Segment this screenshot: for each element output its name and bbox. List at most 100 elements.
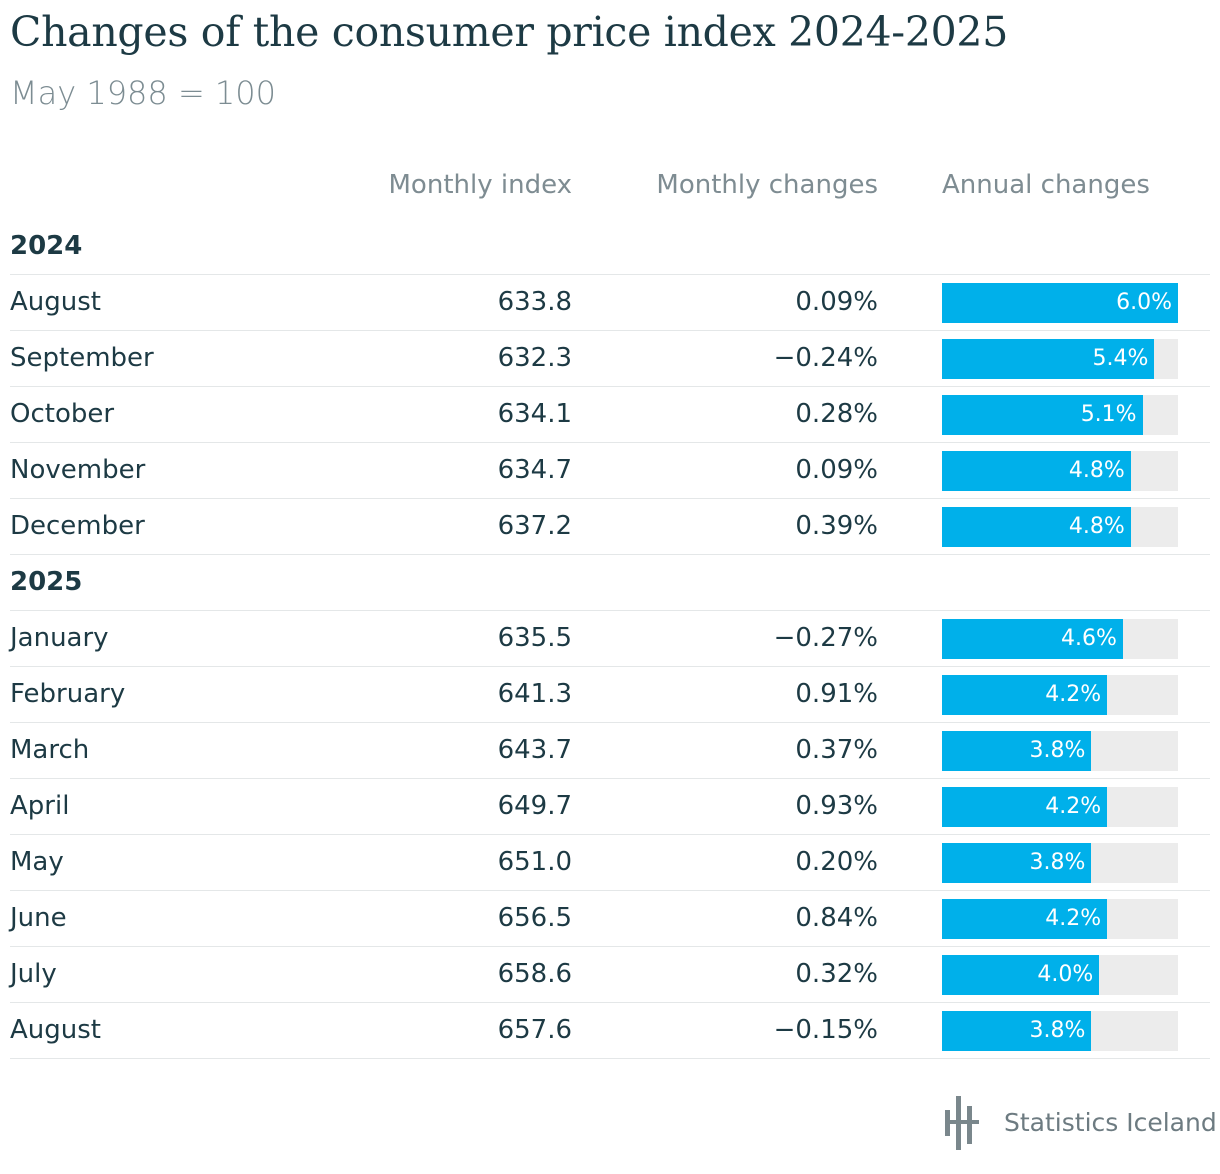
annual-change-track: 6.0% (942, 283, 1178, 323)
monthly-index-value: 634.1 (497, 399, 572, 429)
monthly-index-value: 658.6 (497, 959, 572, 989)
annual-change-bar: 4.0% (942, 955, 1100, 995)
annual-change-track: 4.6% (942, 619, 1178, 659)
table-row: October 634.1 0.28% 5.1% (10, 386, 1210, 443)
table-row: April 649.7 0.93% 4.2% (10, 778, 1210, 835)
annual-change-track: 4.8% (942, 507, 1178, 547)
month-label: April (10, 791, 70, 821)
month-label: September (10, 343, 154, 373)
brand-name: Statistics Iceland (1004, 1108, 1217, 1137)
annual-change-track: 3.8% (942, 843, 1178, 883)
annual-change-label: 5.4% (1092, 346, 1149, 371)
monthly-change-value: 0.93% (795, 791, 878, 821)
annual-change-track: 3.8% (942, 1011, 1178, 1051)
annual-change-bar: 4.2% (942, 787, 1108, 827)
annual-change-bar: 5.1% (942, 395, 1143, 435)
year-label: 2025 (10, 567, 83, 597)
month-label: November (10, 455, 146, 485)
annual-change-bar: 3.8% (942, 1011, 1092, 1051)
year-group-row: 2024 (10, 218, 1210, 275)
chart-title: Changes of the consumer price index 2024… (10, 8, 1008, 56)
month-label: June (10, 903, 67, 933)
monthly-change-value: 0.84% (795, 903, 878, 933)
table-row: March 643.7 0.37% 3.8% (10, 722, 1210, 779)
year-group-row: 2025 (10, 554, 1210, 611)
monthly-change-value: 0.37% (795, 735, 878, 765)
monthly-index-value: 649.7 (497, 791, 572, 821)
month-label: August (10, 1015, 101, 1045)
month-label: March (10, 735, 90, 765)
table-row: February 641.3 0.91% 4.2% (10, 666, 1210, 723)
monthly-change-value: −0.15% (773, 1015, 878, 1045)
annual-change-bar: 3.8% (942, 843, 1092, 883)
monthly-index-value: 657.6 (497, 1015, 572, 1045)
annual-change-bar: 4.8% (942, 451, 1131, 491)
statistics-iceland-logo-icon (945, 1096, 979, 1150)
annual-change-label: 3.8% (1029, 850, 1086, 875)
month-label: December (10, 511, 145, 541)
column-header-annual-changes: Annual changes (942, 170, 1150, 200)
annual-change-track: 4.2% (942, 899, 1178, 939)
table-row: November 634.7 0.09% 4.8% (10, 442, 1210, 499)
monthly-index-value: 651.0 (497, 847, 572, 877)
monthly-index-value: 632.3 (497, 343, 572, 373)
table-row: December 637.2 0.39% 4.8% (10, 498, 1210, 555)
monthly-index-value: 643.7 (497, 735, 572, 765)
annual-change-label: 3.8% (1029, 1018, 1086, 1043)
annual-change-track: 4.2% (942, 787, 1178, 827)
annual-change-track: 4.2% (942, 675, 1178, 715)
table-row: September 632.3 −0.24% 5.4% (10, 330, 1210, 387)
annual-change-bar: 4.2% (942, 899, 1108, 939)
table-row: June 656.5 0.84% 4.2% (10, 890, 1210, 947)
monthly-index-value: 656.5 (497, 903, 572, 933)
annual-change-bar: 4.2% (942, 675, 1108, 715)
monthly-change-value: 0.39% (795, 511, 878, 541)
annual-change-track: 5.4% (942, 339, 1178, 379)
annual-change-label: 5.1% (1080, 402, 1137, 427)
annual-change-label: 4.8% (1068, 514, 1125, 539)
annual-change-bar: 3.8% (942, 731, 1092, 771)
annual-change-track: 4.8% (942, 451, 1178, 491)
table-row: May 651.0 0.20% 3.8% (10, 834, 1210, 891)
annual-change-label: 4.2% (1045, 794, 1102, 819)
monthly-change-value: −0.24% (773, 343, 878, 373)
month-label: August (10, 287, 101, 317)
annual-change-label: 4.2% (1045, 682, 1102, 707)
annual-change-label: 4.8% (1068, 458, 1125, 483)
monthly-change-value: 0.09% (795, 455, 878, 485)
annual-change-track: 4.0% (942, 955, 1178, 995)
month-label: May (10, 847, 64, 877)
monthly-index-value: 634.7 (497, 455, 572, 485)
monthly-change-value: 0.91% (795, 679, 878, 709)
monthly-change-value: −0.27% (773, 623, 878, 653)
column-header-monthly-index: Monthly index (388, 170, 573, 200)
monthly-change-value: 0.28% (795, 399, 878, 429)
month-label: October (10, 399, 115, 429)
table-row: January 635.5 −0.27% 4.6% (10, 610, 1210, 667)
annual-change-label: 4.0% (1037, 962, 1094, 987)
annual-change-label: 4.6% (1061, 626, 1117, 651)
annual-change-label: 6.0% (1116, 290, 1172, 315)
annual-change-bar: 4.6% (942, 619, 1123, 659)
year-label: 2024 (10, 231, 83, 261)
annual-change-bar: 6.0% (942, 283, 1178, 323)
annual-change-bar: 4.8% (942, 507, 1131, 547)
month-label: February (10, 679, 126, 709)
table-row: July 658.6 0.32% 4.0% (10, 946, 1210, 1003)
table-row: August 633.8 0.09% 6.0% (10, 274, 1210, 331)
monthly-index-value: 635.5 (497, 623, 572, 653)
monthly-index-value: 641.3 (497, 679, 572, 709)
monthly-index-value: 633.8 (497, 287, 572, 317)
annual-change-bar: 5.4% (942, 339, 1155, 379)
annual-change-track: 3.8% (942, 731, 1178, 771)
monthly-change-value: 0.09% (795, 287, 878, 317)
monthly-index-value: 637.2 (497, 511, 572, 541)
column-header-monthly-changes: Monthly changes (656, 170, 878, 200)
month-label: July (10, 959, 57, 989)
chart-subtitle: May 1988 = 100 (10, 74, 276, 112)
annual-change-label: 3.8% (1029, 738, 1086, 763)
table-row: August 657.6 −0.15% 3.8% (10, 1002, 1210, 1059)
month-label: January (10, 623, 109, 653)
annual-change-label: 4.2% (1045, 906, 1102, 931)
monthly-change-value: 0.20% (795, 847, 878, 877)
